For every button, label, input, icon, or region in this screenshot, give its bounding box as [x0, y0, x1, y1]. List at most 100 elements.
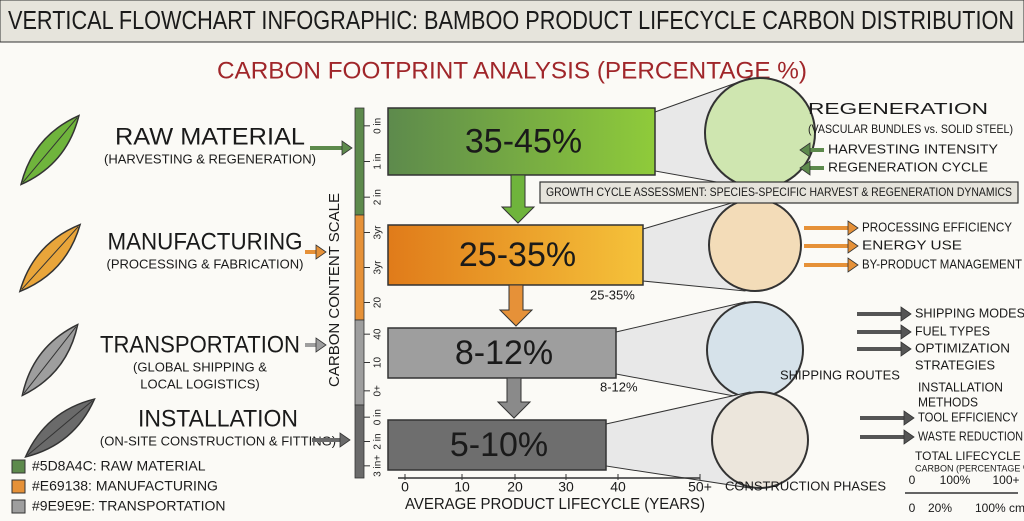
x-tick-label: 10: [454, 479, 470, 495]
stage-range: 25-35%: [459, 236, 576, 274]
stage-box: [387, 327, 617, 379]
arrow-head: [903, 429, 915, 445]
stage-detail: STRATEGIES: [915, 357, 995, 372]
stage-detail: ENERGY USE: [862, 237, 962, 252]
magnifier-circle: [706, 301, 804, 399]
legend-swatch: [11, 459, 26, 474]
leaf-vein: [21, 226, 79, 290]
total-scale-tick: 20%: [928, 501, 952, 515]
leaf-vein: [23, 326, 77, 394]
scale-tick-label: 3yr: [373, 225, 384, 240]
magnifier-circle: [704, 77, 816, 189]
stage-detail: WASTE REDUCTION: [918, 428, 1023, 443]
arrow-head: [903, 410, 915, 426]
stage-range: 35-45%: [465, 122, 582, 160]
scale-tick-label: 1 in: [373, 153, 384, 169]
scale-tick-label: 20: [373, 297, 384, 309]
leaf-vein: [22, 117, 78, 183]
x-tick-label: 20: [507, 479, 523, 495]
legend-label: #9E9E9E: TRANSPORTATION: [32, 498, 225, 514]
scale-tick-label: 2 in: [373, 189, 384, 205]
stage-detail: PROCESSING EFFICIENCY: [862, 219, 1012, 234]
legend-label: #5D8A4C: RAW MATERIAL: [32, 458, 206, 474]
stage-detail: HARVESTING INTENSITY: [828, 141, 998, 156]
arrow-head: [339, 432, 351, 448]
scale-tick-label: 3yr: [373, 260, 384, 275]
leaf-vein: [27, 400, 93, 456]
subtitle: CARBON FOOTPRINT ANALYSIS (PERCENTAGE %): [217, 57, 807, 84]
arrow-head: [847, 238, 859, 254]
arrow-head: [900, 324, 912, 340]
stage-detail: TOOL EFFICIENCY: [918, 409, 1018, 424]
total-scale-tick: 0: [909, 473, 916, 487]
flow-arrow: [500, 174, 536, 224]
stage-name: TRANSPORTATION: [100, 331, 300, 358]
stage-note: 25-35%: [590, 287, 635, 302]
stage-box: [387, 107, 656, 176]
total-scale-subtitle: CARBON (PERCENTAGE %): [915, 463, 1024, 473]
stage-detail: OPTIMIZATION: [915, 340, 1010, 355]
scale-tick-label: 3 in+: [373, 455, 384, 477]
scale-segment: [354, 214, 365, 321]
magnifier-circle: [708, 198, 802, 292]
arrow-head: [847, 257, 859, 273]
banner-box: [539, 181, 1019, 204]
arrow-head: [799, 160, 811, 176]
stage-caption: CONSTRUCTION PHASES: [725, 478, 886, 493]
stage-detail: METHODS: [918, 394, 978, 409]
stage-name: INSTALLATION: [138, 405, 298, 432]
stage-note: 8-12%: [600, 379, 638, 394]
x-tick-label: 30: [558, 479, 574, 495]
x-tick-label: 0: [401, 479, 409, 495]
total-scale-tick: 0: [909, 501, 916, 515]
stage-detail: FUEL TYPES: [915, 323, 990, 338]
stage-range: 5-10%: [450, 426, 548, 464]
scale-tick-label: 0 in: [373, 118, 384, 134]
scale-tick-label: 0 in: [373, 409, 384, 425]
total-scale-tick: 100+: [992, 473, 1019, 487]
x-tick-label: 50+: [688, 479, 712, 495]
header-bar: [0, 0, 1024, 43]
x-tick-label: 40: [610, 479, 626, 495]
arrow-head: [900, 306, 912, 322]
stage-caption: SHIPPING ROUTES: [780, 367, 900, 382]
legend-swatch: [11, 479, 26, 494]
stage-description: LOCAL LOGISTICS): [140, 376, 259, 391]
stage-box: [387, 224, 644, 286]
stage-description: (GLOBAL SHIPPING &: [133, 359, 267, 374]
arrow-head: [315, 244, 327, 260]
stage-description: (PROCESSING & FABRICATION): [107, 256, 304, 271]
stage-box: [387, 419, 607, 471]
flow-arrow: [496, 377, 532, 419]
scale-tick-label: 2 in: [373, 433, 384, 449]
arrow-head: [341, 140, 353, 156]
scale-segment: [354, 404, 365, 479]
stage-detail: BY-PRODUCT MANAGEMENT: [862, 256, 1022, 271]
header-title: VERTICAL FLOWCHART INFOGRAPHIC: BAMBOO P…: [8, 5, 1014, 35]
stage-description: (HARVESTING & REGENERATION): [104, 151, 316, 166]
arrow-head: [847, 220, 859, 236]
legend-label: #E69138: MANUFACTURING: [32, 478, 218, 494]
total-scale-tick: 100% cm: [975, 501, 1024, 515]
stage-detail: REGENERATION: [808, 101, 988, 118]
scale-tick-label: 40: [373, 328, 384, 340]
total-scale-title: TOTAL LIFECYCLE: [915, 449, 1021, 463]
x-axis-title: AVERAGE PRODUCT LIFECYCLE (YEARS): [405, 496, 705, 513]
stage-name: MANUFACTURING: [108, 228, 303, 255]
stage-detail: INSTALLATION: [918, 379, 1003, 394]
scale-tick-label: 0+: [373, 385, 384, 397]
stage-detail: REGENERATION CYCLE: [828, 159, 988, 174]
stage-name: RAW MATERIAL: [115, 123, 305, 150]
stage-description: (ON-SITE CONSTRUCTION & FITTING): [100, 433, 336, 448]
legend-swatch: [11, 499, 26, 514]
stage-detail: (VASCULAR BUNDLES vs. SOLID STEEL): [808, 122, 1013, 136]
arrow-head: [900, 341, 912, 357]
arrow-head: [799, 142, 811, 158]
stage-detail: SHIPPING MODES: [915, 305, 1024, 320]
scale-segment: [354, 107, 365, 216]
magnifier-circle: [711, 391, 809, 489]
arrow-head: [315, 337, 327, 353]
total-scale-tick: 100%: [940, 473, 971, 487]
scale-segment: [354, 319, 365, 406]
